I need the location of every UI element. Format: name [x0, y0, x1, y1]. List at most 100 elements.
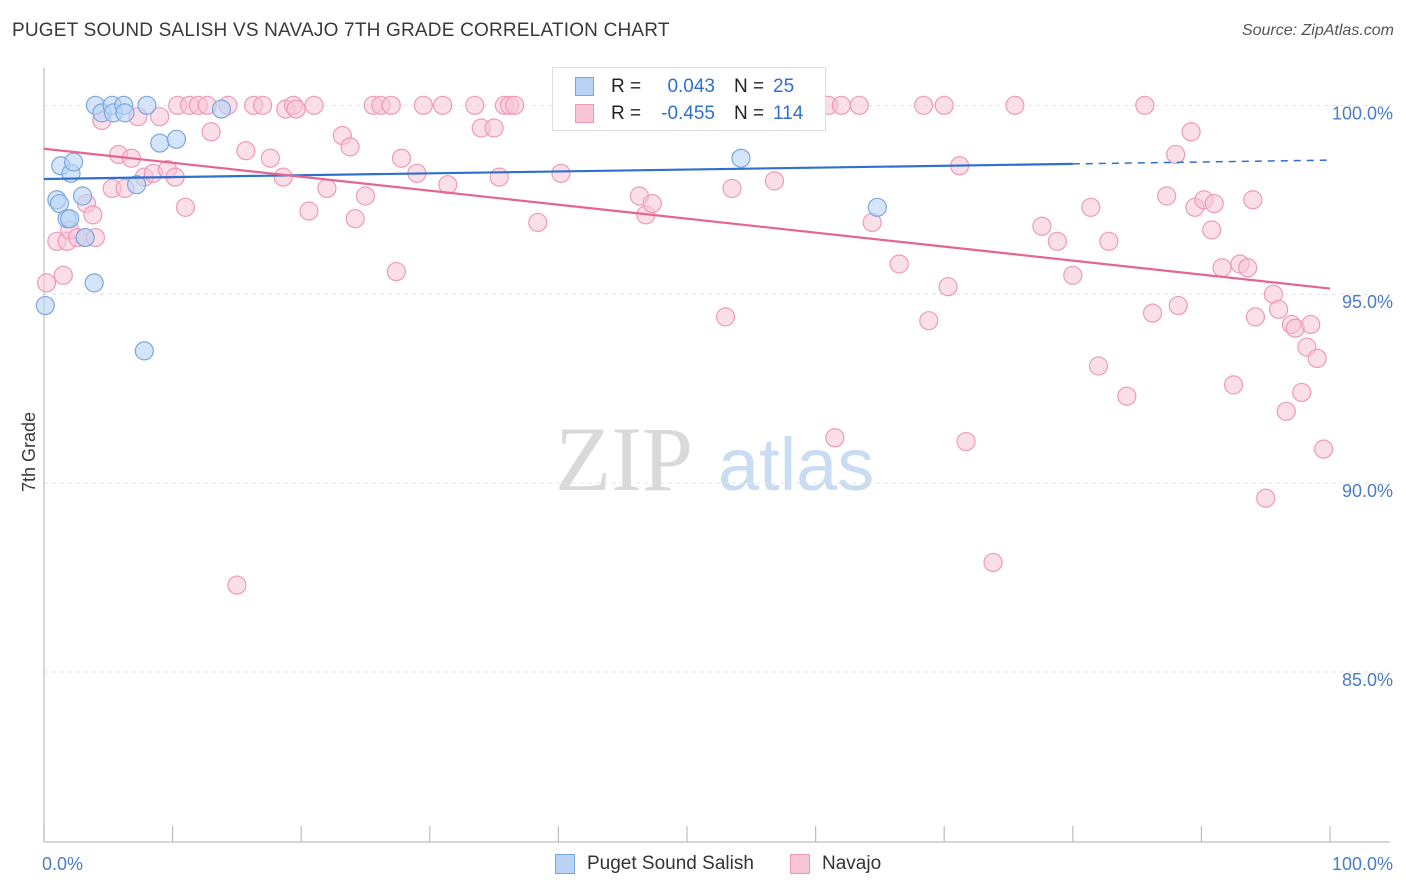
navajo-point: [1204, 193, 1224, 214]
navajo-point: [236, 141, 256, 161]
navajo-point: [528, 212, 548, 233]
navajo-point: [1166, 144, 1186, 165]
puget-point: [115, 103, 135, 123]
y-tick-label: 90.0%: [1342, 481, 1393, 501]
navajo-trend-line: [43, 147, 1331, 290]
navajo-point: [53, 265, 73, 285]
navajo-point: [956, 431, 976, 452]
navajo-point: [1202, 220, 1222, 240]
navajo-point: [1047, 231, 1067, 251]
x-tick-label: 0.0%: [42, 854, 83, 874]
y-tick-label: 85.0%: [1342, 670, 1393, 690]
navajo-point: [1088, 356, 1109, 376]
puget-sound-salish-points: [35, 95, 887, 361]
legend-swatch-pink: [575, 104, 594, 123]
series-legend-label: Puget Sound Salish: [587, 853, 754, 874]
navajo-point: [413, 95, 433, 115]
legend-r-label: R =: [611, 103, 642, 124]
x-tick-label: 100.0%: [1332, 854, 1393, 874]
navajo-point: [484, 118, 504, 138]
navajo-point: [1181, 122, 1201, 142]
navajo-point: [1005, 95, 1025, 115]
navajo-point: [227, 575, 247, 595]
legend-row-puget: R = 0.043 N = 25: [553, 73, 825, 101]
navajo-point: [1223, 375, 1244, 395]
navajo-point: [391, 148, 412, 168]
legend-r-value: 0.043: [667, 76, 715, 97]
puget-point: [150, 133, 170, 153]
navajo-point: [465, 95, 485, 115]
navajo-point: [355, 186, 376, 206]
navajo-point: [340, 137, 360, 157]
navajo-point: [1238, 258, 1258, 278]
y-tick-label: 95.0%: [1342, 292, 1393, 312]
chart-title: PUGET SOUND SALISH VS NAVAJO 7TH GRADE C…: [12, 20, 670, 41]
legend-row-navajo: R = -0.455 N = 114: [553, 100, 825, 128]
navajo-point: [1135, 95, 1155, 115]
legend-swatch-pink: [790, 854, 810, 874]
legend-n-label: N =: [734, 76, 765, 97]
puget-point: [72, 186, 93, 206]
puget-trend-line: [43, 162, 1073, 181]
source-label: Source: ZipAtlas.com: [1241, 22, 1394, 39]
navajo-point: [914, 95, 934, 115]
navajo-point: [1063, 265, 1083, 285]
navajo-point: [1268, 299, 1289, 319]
navajo-point: [83, 205, 103, 225]
legend-n-label: N =: [734, 103, 765, 124]
navajo-point: [1142, 303, 1163, 323]
navajo-point: [983, 552, 1003, 573]
navajo-point: [304, 95, 324, 115]
puget-point: [211, 99, 232, 119]
y-axis-label: 7th Grade: [19, 412, 39, 492]
navajo-point: [1032, 216, 1052, 236]
watermark: ZIP atlas: [555, 408, 874, 510]
navajo-point: [386, 261, 406, 282]
puget-point: [134, 341, 154, 361]
puget-point: [166, 129, 187, 149]
legend-n-value: 25: [773, 76, 795, 97]
legend-r-value: -0.455: [661, 103, 715, 124]
navajo-point: [201, 122, 221, 142]
tick-labels: 85.0% 90.0% 95.0% 100.0% 0.0% 100.0%: [42, 103, 1393, 874]
navajo-point: [36, 273, 57, 293]
navajo-point: [831, 95, 851, 115]
puget-point: [75, 227, 95, 248]
navajo-point: [722, 178, 742, 199]
navajo-point: [286, 99, 306, 119]
puget-point: [137, 95, 157, 115]
legend-swatch-blue: [575, 77, 594, 96]
navajo-point: [260, 148, 280, 168]
navajo-point: [919, 311, 939, 331]
puget-trend-extension: [1072, 159, 1331, 165]
legend-r-label: R =: [611, 76, 642, 97]
navajo-point: [1256, 488, 1276, 508]
navajo-point: [849, 95, 869, 115]
navajo-point: [1117, 386, 1137, 406]
navajo-point: [433, 95, 453, 115]
correlation-legend: R = 0.043 N = 25 R = -0.455 N = 114: [552, 67, 826, 131]
navajo-point: [825, 428, 845, 448]
trend-lines: [43, 147, 1331, 290]
navajo-point: [345, 209, 365, 229]
navajo-point: [317, 178, 337, 199]
puget-point: [60, 209, 80, 229]
navajo-point: [938, 277, 958, 297]
watermark-zip: ZIP: [555, 408, 693, 510]
navajo-point: [1301, 314, 1321, 335]
navajo-point: [253, 95, 273, 115]
puget-point: [84, 273, 104, 293]
navajo-point: [889, 254, 909, 274]
navajo-point: [381, 95, 401, 115]
navajo-point: [764, 171, 785, 191]
navajo-point: [505, 95, 525, 115]
navajo-point: [1212, 258, 1232, 278]
watermark-atlas: atlas: [718, 423, 874, 506]
navajo-point: [175, 197, 196, 217]
axes: [43, 68, 1390, 843]
puget-point: [49, 193, 70, 214]
navajo-point: [150, 107, 170, 127]
puget-point: [867, 197, 887, 217]
puget-point: [35, 295, 55, 316]
